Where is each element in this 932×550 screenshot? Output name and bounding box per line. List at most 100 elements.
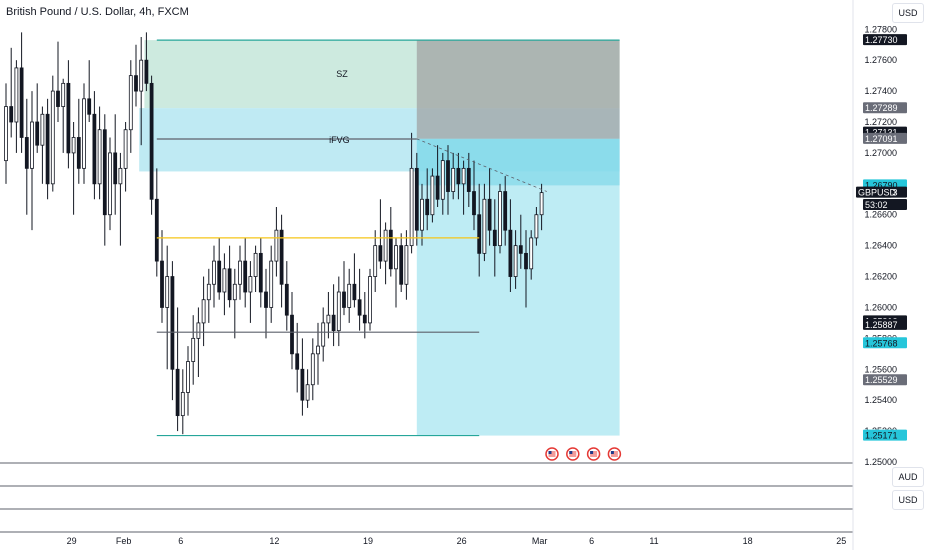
candle[interactable] (347, 268, 352, 323)
candle[interactable] (477, 183, 482, 277)
candle[interactable] (420, 183, 424, 246)
currency-button-aud[interactable]: AUD (892, 467, 924, 487)
candle[interactable] (534, 207, 539, 246)
candle[interactable] (87, 60, 92, 122)
candle[interactable] (144, 32, 149, 92)
position-stop-zone[interactable] (416, 40, 620, 139)
candle[interactable] (295, 322, 300, 393)
candle[interactable] (118, 152, 123, 246)
candle[interactable] (378, 199, 383, 269)
candle[interactable] (310, 338, 315, 401)
candle[interactable] (518, 214, 523, 269)
candle[interactable] (248, 261, 253, 323)
candle[interactable] (404, 230, 409, 300)
candle[interactable] (222, 253, 227, 316)
candle[interactable] (139, 37, 144, 146)
candle[interactable] (175, 307, 180, 432)
candle[interactable] (394, 237, 398, 308)
candle[interactable] (472, 160, 476, 231)
candle[interactable] (435, 145, 440, 207)
candle[interactable] (180, 369, 185, 435)
candle[interactable] (482, 183, 487, 262)
candle[interactable] (71, 122, 76, 215)
price-axis[interactable]: 1.278001.276001.274001.272001.270001.268… (864, 24, 897, 467)
candle[interactable] (35, 83, 40, 153)
candle[interactable] (30, 91, 34, 231)
candle[interactable] (134, 44, 138, 107)
position-target-zone[interactable] (416, 138, 620, 436)
candle[interactable] (451, 152, 456, 200)
candle[interactable] (191, 315, 196, 385)
candle[interactable] (362, 292, 367, 339)
candle[interactable] (388, 207, 393, 277)
time-axis[interactable]: 29 Feb 6 12 19 26 Mar 6 11 18 25 (67, 536, 847, 546)
candle[interactable] (466, 152, 471, 207)
trendline[interactable] (416, 138, 547, 192)
candle[interactable] (290, 292, 294, 370)
candle[interactable] (331, 284, 336, 347)
candle[interactable] (97, 106, 102, 200)
candle[interactable] (425, 168, 430, 231)
candles-layer[interactable] (4, 32, 544, 435)
candle[interactable] (160, 230, 164, 323)
candle[interactable] (123, 122, 128, 192)
candle[interactable] (113, 114, 118, 215)
candle[interactable] (24, 98, 29, 215)
candle[interactable] (399, 233, 404, 292)
candle[interactable] (253, 245, 258, 292)
candle[interactable] (108, 137, 112, 231)
candle[interactable] (212, 245, 216, 308)
candle[interactable] (82, 83, 86, 184)
event-flag-1[interactable] (545, 447, 559, 461)
candle[interactable] (9, 47, 14, 138)
candle[interactable] (217, 237, 222, 300)
candle[interactable] (430, 168, 435, 223)
candle[interactable] (321, 307, 326, 362)
candle[interactable] (326, 292, 331, 339)
candle[interactable] (446, 145, 450, 215)
candle[interactable] (305, 369, 310, 408)
candle[interactable] (243, 237, 248, 308)
candle[interactable] (498, 183, 502, 254)
candle[interactable] (19, 32, 24, 153)
candle[interactable] (102, 114, 107, 246)
candle[interactable] (186, 346, 190, 416)
candle[interactable] (56, 41, 60, 122)
events-layer[interactable] (545, 447, 622, 461)
currency-button-top[interactable]: USD (892, 3, 924, 23)
candle[interactable] (264, 268, 268, 339)
candle[interactable] (336, 276, 341, 347)
candle[interactable] (492, 199, 497, 277)
candle[interactable] (61, 78, 66, 153)
candle[interactable] (128, 60, 133, 153)
candle[interactable] (300, 338, 305, 416)
candle[interactable] (269, 245, 274, 323)
candle[interactable] (342, 261, 346, 316)
currency-button-usd[interactable]: USD (892, 490, 924, 510)
candle[interactable] (513, 230, 518, 289)
event-flag-4[interactable] (607, 447, 622, 461)
candle[interactable] (279, 214, 284, 308)
candle[interactable] (165, 245, 170, 370)
candle[interactable] (368, 268, 372, 331)
candle[interactable] (201, 276, 206, 347)
candle[interactable] (232, 268, 237, 339)
event-flag-3[interactable] (586, 447, 601, 461)
candle[interactable] (409, 132, 414, 254)
candle[interactable] (539, 183, 544, 231)
candle[interactable] (524, 230, 528, 308)
candle[interactable] (227, 245, 232, 308)
candle[interactable] (316, 322, 320, 385)
candle[interactable] (487, 168, 492, 246)
levels-layer[interactable] (156, 39, 620, 437)
candle[interactable] (50, 75, 55, 192)
candle[interactable] (92, 91, 97, 200)
candle[interactable] (414, 152, 419, 246)
candle[interactable] (154, 168, 159, 277)
candle[interactable] (508, 199, 513, 292)
candle[interactable] (461, 160, 466, 215)
candle[interactable] (529, 230, 534, 280)
candle[interactable] (258, 237, 263, 308)
candle[interactable] (66, 60, 71, 169)
candle[interactable] (456, 152, 461, 200)
